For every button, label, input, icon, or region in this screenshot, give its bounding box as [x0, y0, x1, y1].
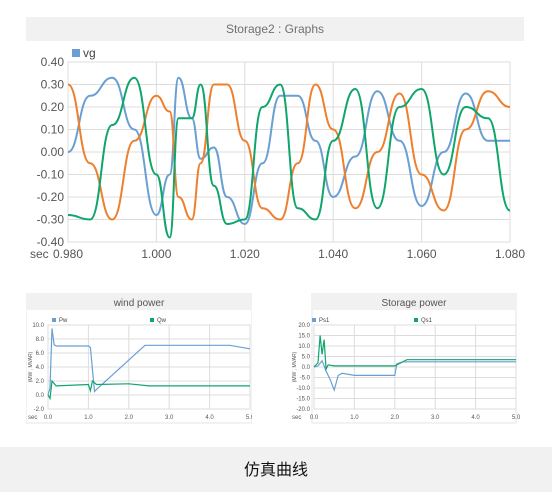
x-tick-label: 0.0 [310, 415, 319, 421]
series-line-phase-1 [67, 83, 511, 221]
legend-swatch [52, 318, 56, 322]
x-tick-label: 1.0 [350, 415, 359, 421]
window-title: Storage2 : Graphs [26, 17, 524, 41]
y-tick-label: 0.20 [41, 100, 65, 114]
x-tick-label: 1.000 [141, 247, 171, 261]
y-axis-label: (MW , MVAR) [292, 351, 298, 382]
x-tick-label: 5.0 [512, 415, 521, 421]
legend-swatch [312, 318, 316, 322]
x-tick-label: 4.0 [471, 415, 480, 421]
panel-title: Storage power [381, 298, 447, 309]
x-tick-label: 2.0 [391, 415, 400, 421]
y-tick-label: 0.10 [41, 123, 65, 137]
x-tick-label: 1.080 [495, 247, 525, 261]
panel-title-bar [26, 293, 252, 310]
y-tick-label: 0.0 [36, 393, 45, 399]
y-tick-label: 10.0 [32, 323, 44, 329]
wind-power-chart[interactable]: wind power 10.0 8.0 6.0 4.0 2.0 0.0 -2.0 0.0 1.0 2… [25, 292, 255, 428]
legend-label: Qw [157, 318, 167, 324]
y-tick-label: -0.40 [37, 235, 65, 249]
y-tick-label: -2.0 [34, 407, 45, 413]
y-tick-label: -0.30 [37, 213, 65, 227]
series-line-phase-2 [67, 76, 511, 239]
y-tick-label: 4.0 [36, 365, 45, 371]
x-tick-label: 5.0 [246, 415, 252, 421]
x-tick-label: 4.0 [205, 415, 214, 421]
x-tick-label: 1.040 [318, 247, 348, 261]
y-tick-label: -10.0 [296, 386, 310, 392]
x-tick-label: 2.0 [125, 415, 134, 421]
footer-caption: 仿真曲线 [0, 447, 552, 492]
y-axis-label: (MW , MVAR) [28, 351, 34, 382]
storage-power-panel[interactable]: Storage power 20.0 15.0 10.0 5.0 0.0 -5.0 -10.0… [288, 292, 524, 428]
y-tick-label: -5.0 [300, 376, 311, 382]
y-tick-label: 6.0 [36, 351, 45, 357]
y-tick-label: 15.0 [298, 334, 310, 340]
y-tick-label: -20.0 [296, 407, 310, 413]
y-tick-label: 2.0 [36, 379, 45, 385]
y-tick-label: 0.0 [302, 365, 311, 371]
y-tick-label: -15.0 [296, 397, 310, 403]
main-chart[interactable]: 0.40 0.30 0.20 0.10 0.00 -0.10 -0.20 -0.30 -0.40… [0, 41, 552, 281]
x-tick-label: 0.980 [53, 247, 83, 261]
x-tick-label: 1.060 [407, 247, 437, 261]
y-tick-label: 0.00 [41, 145, 65, 159]
legend-label: Ps1 [319, 318, 330, 324]
x-axis-prefix: sec [30, 247, 49, 261]
legend-swatch [150, 318, 154, 322]
legend-swatch [414, 318, 418, 322]
y-tick-label: 0.30 [41, 78, 65, 92]
x-axis-prefix: sec [292, 415, 301, 421]
series-line-Pw [47, 328, 251, 396]
y-tick-label: 5.0 [302, 355, 311, 361]
x-tick-label: 1.0 [84, 415, 93, 421]
x-tick-label: 3.0 [165, 415, 174, 421]
legend-swatch [72, 49, 80, 57]
series-line-Qw [47, 379, 250, 401]
x-tick-label: 1.020 [230, 247, 260, 261]
wind-power-panel[interactable]: wind power 10.0 8.0 6.0 4.0 2.0 0.0 -2.0 0.0 1.0 2… [25, 292, 255, 428]
series-line-vg [67, 76, 510, 226]
y-tick-label: 8.0 [36, 337, 45, 343]
legend-label: Qs1 [421, 318, 433, 324]
y-tick-label: 10.0 [298, 344, 310, 350]
y-tick-label: 20.0 [298, 323, 310, 329]
y-tick-label: -0.10 [37, 168, 65, 182]
x-tick-label: 3.0 [431, 415, 440, 421]
panel-title-bar [312, 293, 516, 310]
legend-label: Pw [59, 318, 68, 324]
y-tick-label: 0.40 [41, 55, 65, 69]
y-tick-label: -0.20 [37, 190, 65, 204]
series-line-Qs1 [313, 335, 516, 372]
x-tick-label: 0.0 [44, 415, 53, 421]
x-axis-prefix: sec [28, 415, 37, 421]
storage-power-chart[interactable]: Storage power 20.0 15.0 10.0 5.0 0.0 -5.0 -10.0… [288, 292, 524, 428]
legend-label: vg [83, 46, 96, 60]
panel-title: wind power [113, 298, 165, 309]
